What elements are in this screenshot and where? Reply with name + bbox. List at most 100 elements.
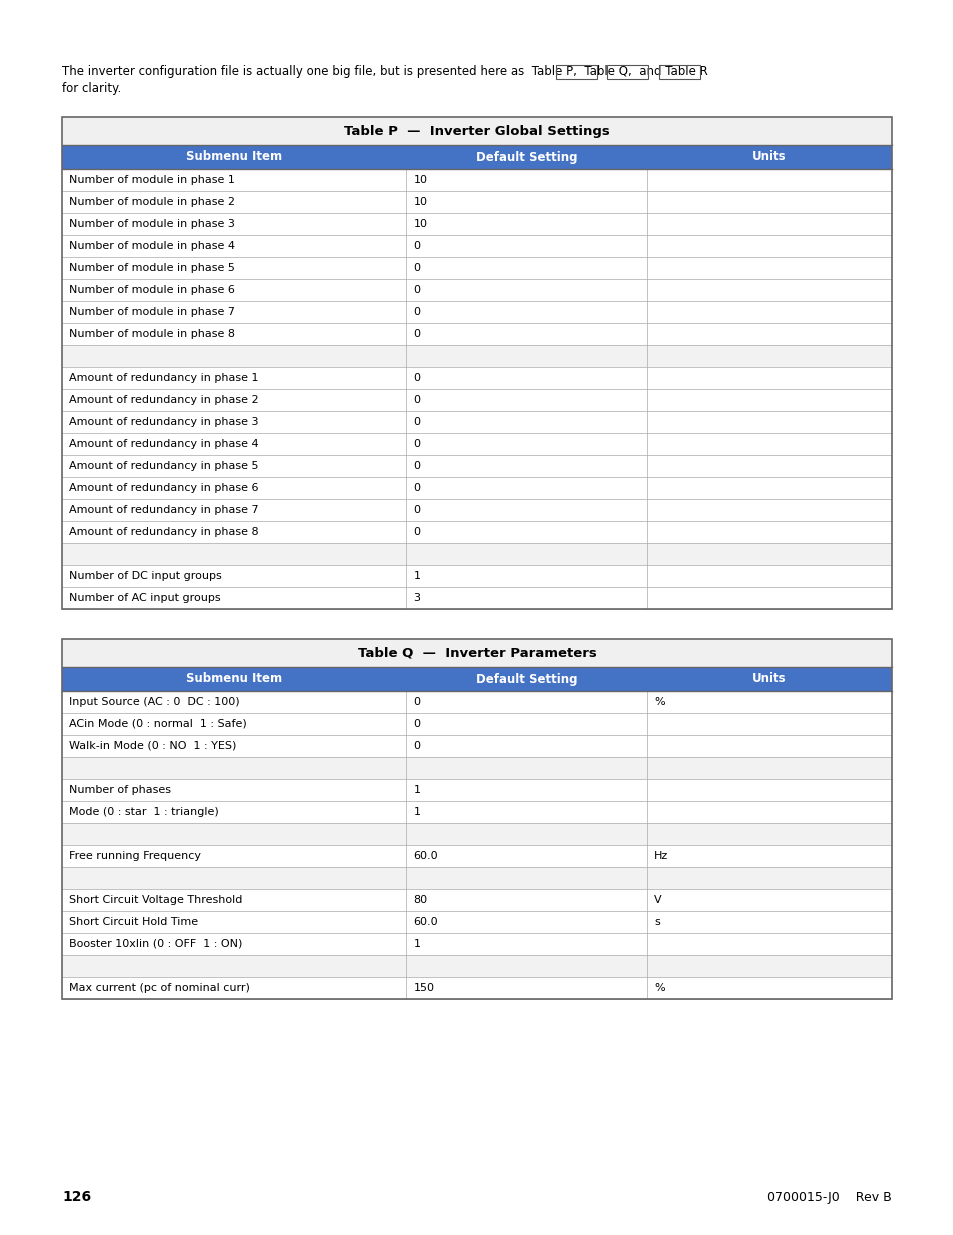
Text: Submenu Item: Submenu Item bbox=[186, 673, 282, 685]
Text: Default Setting: Default Setting bbox=[476, 673, 577, 685]
Bar bbox=[62, 191, 891, 212]
Text: 3: 3 bbox=[413, 593, 420, 603]
Text: 0: 0 bbox=[413, 438, 420, 450]
Bar bbox=[62, 757, 891, 779]
Text: Amount of redundancy in phase 5: Amount of redundancy in phase 5 bbox=[69, 461, 258, 471]
Bar bbox=[62, 779, 891, 802]
Bar bbox=[62, 692, 891, 713]
Bar bbox=[62, 257, 891, 279]
Bar bbox=[62, 389, 891, 411]
Bar bbox=[62, 889, 891, 911]
Text: Amount of redundancy in phase 1: Amount of redundancy in phase 1 bbox=[69, 373, 258, 383]
Text: 1: 1 bbox=[413, 939, 420, 948]
Bar bbox=[62, 521, 891, 543]
Text: 0: 0 bbox=[413, 241, 420, 251]
Bar bbox=[62, 411, 891, 433]
Text: Short Circuit Hold Time: Short Circuit Hold Time bbox=[69, 918, 198, 927]
Bar bbox=[62, 367, 891, 389]
Bar bbox=[659, 65, 700, 79]
Bar bbox=[62, 345, 891, 367]
Bar bbox=[62, 867, 891, 889]
Text: Table P  —  Inverter Global Settings: Table P — Inverter Global Settings bbox=[344, 125, 609, 137]
Text: 10: 10 bbox=[413, 198, 427, 207]
Text: 0: 0 bbox=[413, 697, 420, 706]
Text: 150: 150 bbox=[413, 983, 434, 993]
Text: Number of module in phase 4: Number of module in phase 4 bbox=[69, 241, 234, 251]
Text: 60.0: 60.0 bbox=[413, 918, 437, 927]
Text: 0: 0 bbox=[413, 285, 420, 295]
Text: 0: 0 bbox=[413, 263, 420, 273]
Text: Units: Units bbox=[752, 673, 786, 685]
Bar bbox=[62, 802, 891, 823]
Bar bbox=[62, 477, 891, 499]
Text: Number of module in phase 5: Number of module in phase 5 bbox=[69, 263, 234, 273]
Text: 0: 0 bbox=[413, 741, 420, 751]
Text: Number of module in phase 6: Number of module in phase 6 bbox=[69, 285, 234, 295]
Text: s: s bbox=[654, 918, 659, 927]
Text: %: % bbox=[654, 983, 664, 993]
Bar bbox=[556, 65, 597, 79]
Bar bbox=[406, 667, 646, 692]
Text: Short Circuit Voltage Threshold: Short Circuit Voltage Threshold bbox=[69, 895, 242, 905]
Text: V: V bbox=[654, 895, 661, 905]
Text: Number of DC input groups: Number of DC input groups bbox=[69, 571, 221, 580]
Text: Mode (0 : star  1 : triangle): Mode (0 : star 1 : triangle) bbox=[69, 806, 218, 818]
Text: Units: Units bbox=[752, 151, 786, 163]
Text: Max current (pc of nominal curr): Max current (pc of nominal curr) bbox=[69, 983, 250, 993]
Text: for clarity.: for clarity. bbox=[62, 82, 121, 95]
Bar bbox=[62, 279, 891, 301]
Text: Number of module in phase 3: Number of module in phase 3 bbox=[69, 219, 234, 228]
Bar bbox=[62, 977, 891, 999]
Text: 0: 0 bbox=[413, 417, 420, 427]
Bar bbox=[646, 144, 891, 169]
Text: 60.0: 60.0 bbox=[413, 851, 437, 861]
Bar bbox=[62, 324, 891, 345]
Text: Amount of redundancy in phase 6: Amount of redundancy in phase 6 bbox=[69, 483, 258, 493]
Bar bbox=[62, 932, 891, 955]
Bar bbox=[62, 301, 891, 324]
Text: Walk-in Mode (0 : NO  1 : YES): Walk-in Mode (0 : NO 1 : YES) bbox=[69, 741, 236, 751]
Text: Number of module in phase 8: Number of module in phase 8 bbox=[69, 329, 234, 338]
Text: Amount of redundancy in phase 3: Amount of redundancy in phase 3 bbox=[69, 417, 258, 427]
Text: Booster 10xlin (0 : OFF  1 : ON): Booster 10xlin (0 : OFF 1 : ON) bbox=[69, 939, 242, 948]
Text: The inverter configuration file is actually one big file, but is presented here : The inverter configuration file is actua… bbox=[62, 65, 707, 78]
Text: Submenu Item: Submenu Item bbox=[186, 151, 282, 163]
Text: Amount of redundancy in phase 8: Amount of redundancy in phase 8 bbox=[69, 527, 258, 537]
Bar bbox=[62, 543, 891, 564]
Text: Free running Frequency: Free running Frequency bbox=[69, 851, 201, 861]
Bar bbox=[406, 144, 646, 169]
Bar bbox=[62, 212, 891, 235]
Text: Number of phases: Number of phases bbox=[69, 785, 171, 795]
Text: Number of module in phase 2: Number of module in phase 2 bbox=[69, 198, 234, 207]
Text: Hz: Hz bbox=[654, 851, 668, 861]
Text: Amount of redundancy in phase 7: Amount of redundancy in phase 7 bbox=[69, 505, 258, 515]
Text: 0: 0 bbox=[413, 373, 420, 383]
Text: 10: 10 bbox=[413, 175, 427, 185]
Text: 80: 80 bbox=[413, 895, 427, 905]
Bar bbox=[62, 735, 891, 757]
Bar bbox=[62, 845, 891, 867]
Text: %: % bbox=[654, 697, 664, 706]
Bar bbox=[62, 454, 891, 477]
Text: 10: 10 bbox=[413, 219, 427, 228]
Bar bbox=[62, 564, 891, 587]
Text: 126: 126 bbox=[62, 1191, 91, 1204]
Text: 0: 0 bbox=[413, 483, 420, 493]
Bar bbox=[62, 823, 891, 845]
Bar bbox=[62, 117, 891, 144]
Bar bbox=[62, 117, 891, 609]
Bar bbox=[606, 65, 647, 79]
Text: Table Q  —  Inverter Parameters: Table Q — Inverter Parameters bbox=[357, 646, 596, 659]
Bar bbox=[62, 169, 891, 191]
Text: Number of module in phase 7: Number of module in phase 7 bbox=[69, 308, 234, 317]
Text: 0: 0 bbox=[413, 527, 420, 537]
Text: 0: 0 bbox=[413, 395, 420, 405]
Bar bbox=[62, 955, 891, 977]
Bar bbox=[62, 638, 891, 999]
Text: 1: 1 bbox=[413, 806, 420, 818]
Bar bbox=[646, 667, 891, 692]
Bar bbox=[62, 499, 891, 521]
Text: 0: 0 bbox=[413, 308, 420, 317]
Text: 1: 1 bbox=[413, 571, 420, 580]
Text: 0: 0 bbox=[413, 719, 420, 729]
